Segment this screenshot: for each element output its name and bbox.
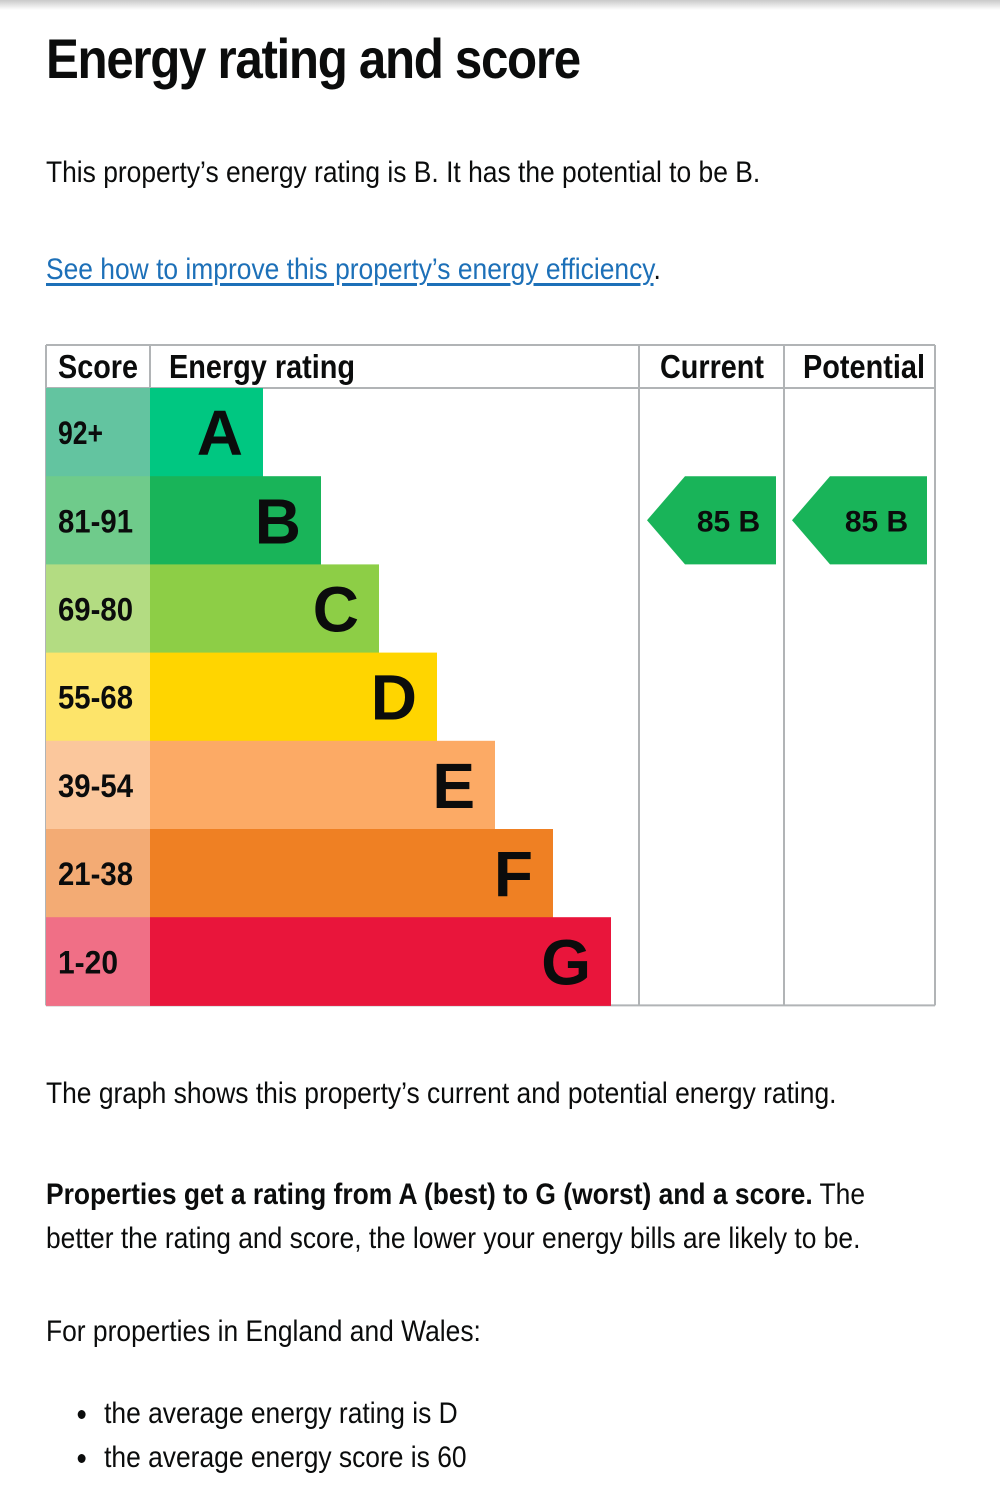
rating-explanation: Properties get a rating from A (best) to… <box>46 1173 926 1261</box>
top-divider <box>0 0 1000 10</box>
rating-explanation-rest: The better the rating and score, the low… <box>46 1178 866 1255</box>
rating-bar-b <box>150 476 321 565</box>
energy-rating-chart: Score Energy rating Current Potential 92+ A 81… <box>45 344 936 1007</box>
rating-bar-g <box>150 917 611 1006</box>
improve-efficiency-link[interactable]: See how to improve this property’s energ… <box>46 253 654 286</box>
region-intro: For properties in England and Wales: <box>46 1315 481 1348</box>
rating-explanation-bold: Properties get a rating from A (best) to… <box>46 1178 813 1211</box>
graph-description: The graph shows this property’s current … <box>46 1077 837 1110</box>
score-cell-f <box>46 829 150 918</box>
rating-bar-e <box>150 740 495 830</box>
rating-letter-a: A <box>197 397 243 469</box>
average-rating-item: the average energy rating is D <box>46 1392 467 1436</box>
header-potential: Potential <box>803 348 925 385</box>
score-range-e: 39-54 <box>58 768 133 804</box>
average-score-item: the average energy score is 60 <box>46 1436 467 1480</box>
rating-letter-f: F <box>494 838 533 910</box>
score-cell-g <box>46 917 150 1006</box>
rating-letter-b: B <box>255 485 301 557</box>
current-rating-arrow <box>647 476 776 565</box>
potential-rating-label: 85 B <box>845 505 908 538</box>
rating-summary: This property’s energy rating is B. It h… <box>46 156 761 189</box>
improve-link-suffix: . <box>653 253 661 286</box>
page-title: Energy rating and score <box>46 27 581 90</box>
rating-letter-g: G <box>541 926 591 998</box>
score-range-f: 21-38 <box>58 856 133 892</box>
score-cell-e <box>46 740 150 830</box>
header-energy-rating: Energy rating <box>169 348 355 385</box>
rating-letter-e: E <box>432 750 475 822</box>
rating-bar-a <box>150 388 263 477</box>
header-score: Score <box>58 348 138 385</box>
rating-letter-c: C <box>313 574 359 646</box>
rating-bar-d <box>150 652 437 742</box>
score-range-a: 92+ <box>58 415 103 451</box>
score-range-g: 1-20 <box>58 944 118 980</box>
current-rating-label: 85 B <box>697 505 760 538</box>
improve-paragraph: See how to improve this property’s energ… <box>46 253 661 287</box>
score-range-d: 55-68 <box>58 680 133 716</box>
score-range-c: 69-80 <box>58 592 133 628</box>
score-range-b: 81-91 <box>58 503 133 539</box>
rating-letter-d: D <box>371 662 417 734</box>
rating-bar-c <box>150 564 379 654</box>
potential-rating-arrow <box>792 476 927 565</box>
score-cell-a <box>46 388 150 477</box>
rating-bar-f <box>150 829 553 918</box>
score-cell-c <box>46 564 150 654</box>
score-cell-d <box>46 652 150 742</box>
averages-list: the average energy rating is D the avera… <box>46 1392 467 1480</box>
score-cell-b <box>46 476 150 565</box>
header-current: Current <box>660 348 764 385</box>
